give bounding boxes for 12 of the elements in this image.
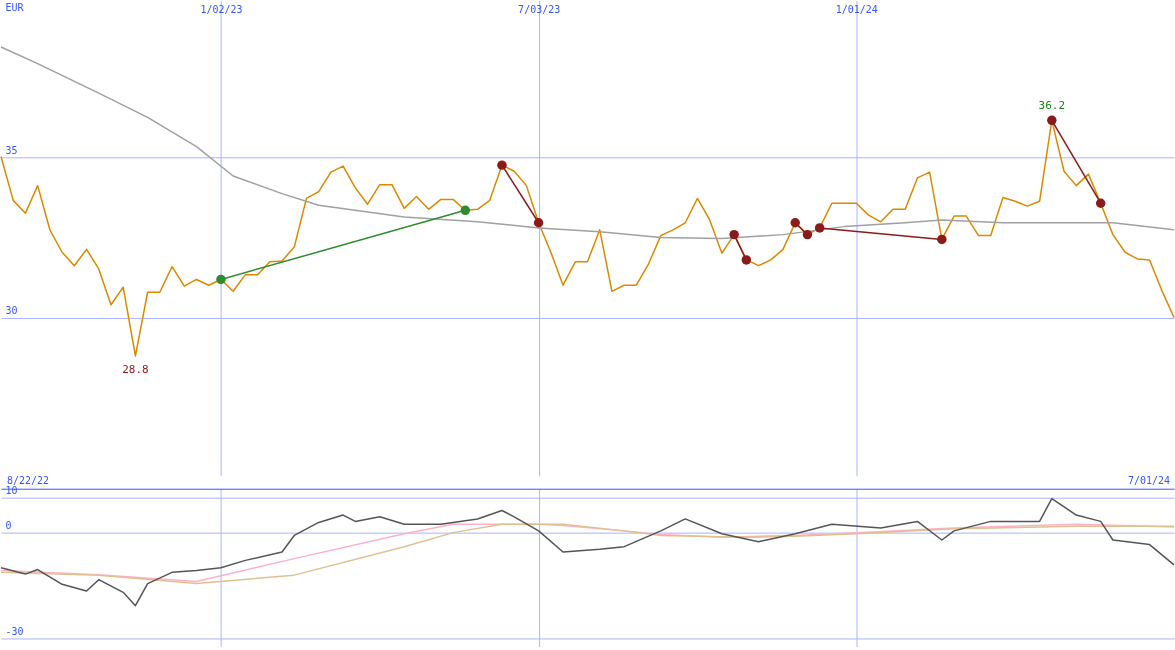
x-tick-label: 7/03/23: [518, 4, 561, 16]
annotation: 7/01/24: [1127, 474, 1171, 486]
y-tick-label: -30: [5, 625, 24, 637]
y-axis-title: EUR: [5, 2, 24, 14]
x-tick-label: 1/01/24: [835, 4, 878, 16]
y-tick-label: 35: [5, 144, 18, 156]
y-tick-label: 30: [5, 305, 18, 317]
annotation: 36.2: [1038, 99, 1066, 113]
annotation: 28.8: [122, 362, 149, 376]
x-tick-label: 1/02/23: [200, 4, 243, 16]
y-tick-label: 0: [5, 520, 12, 532]
annotation: 8/22/22: [6, 474, 49, 486]
